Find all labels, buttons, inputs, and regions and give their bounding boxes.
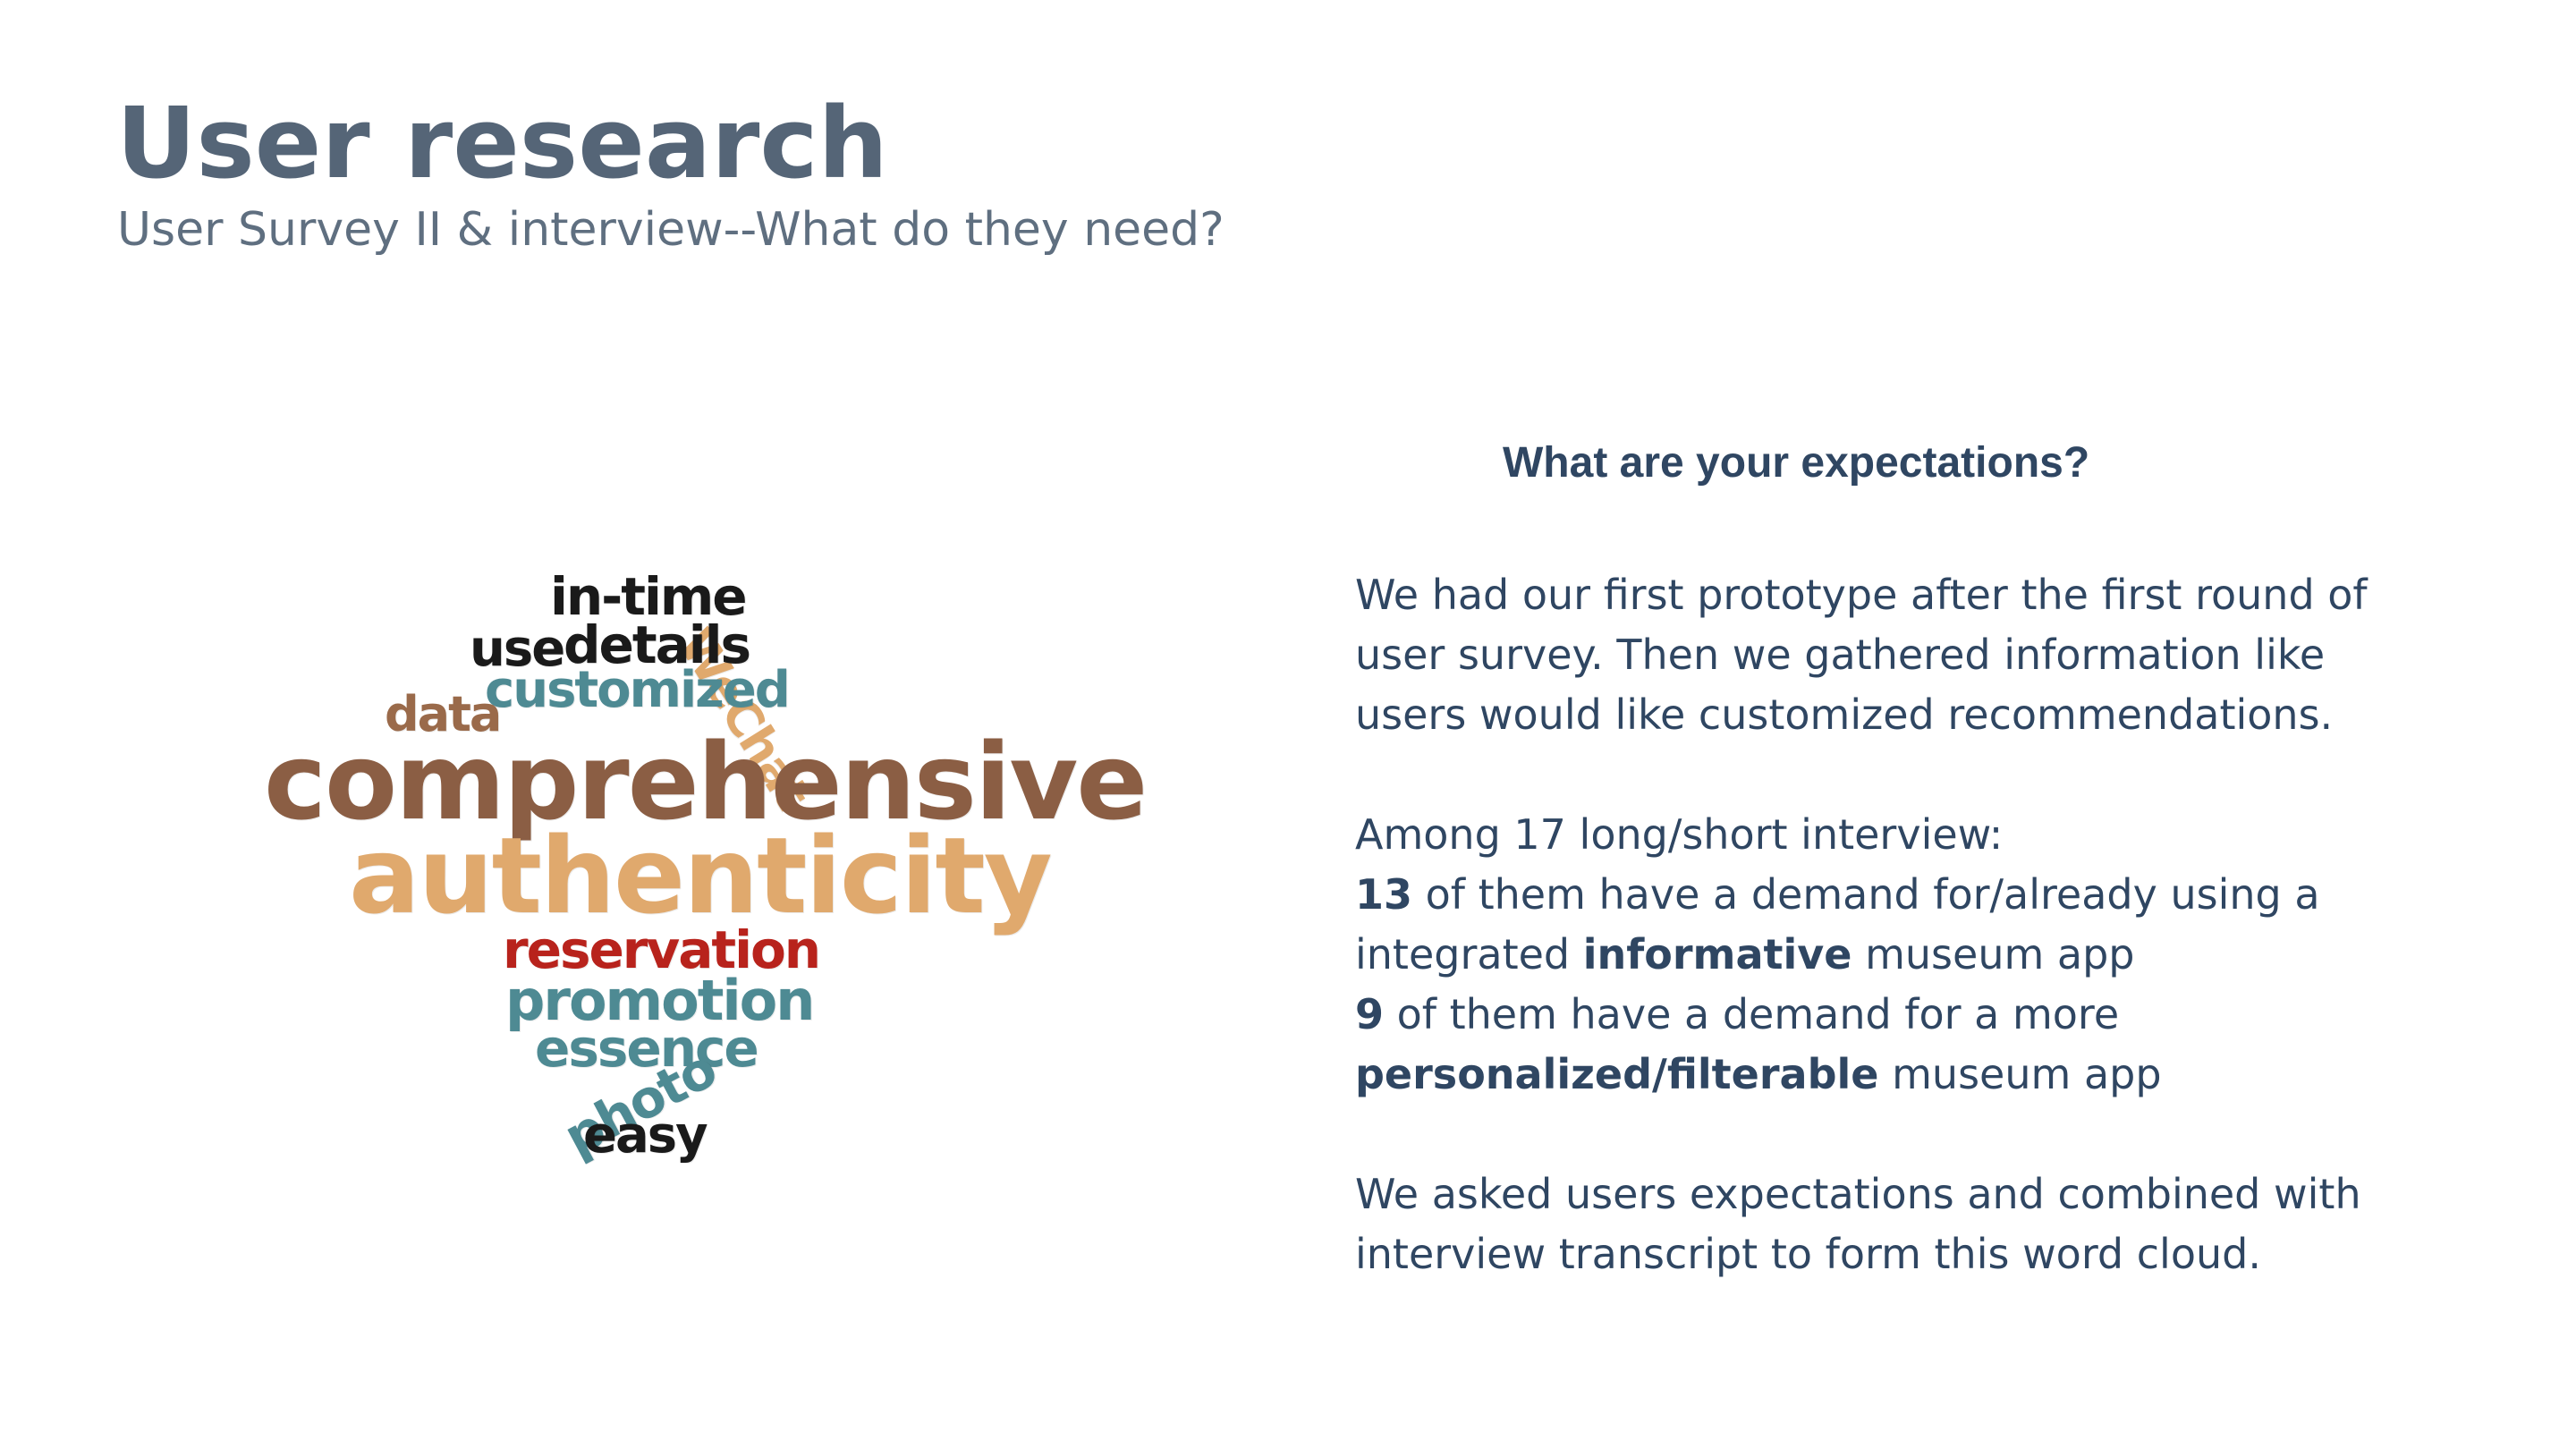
word-in-time: in-time bbox=[550, 566, 748, 627]
word-use: use bbox=[470, 620, 565, 678]
paragraph-prototype: We had our first prototype after the fir… bbox=[1355, 565, 2428, 745]
stat-line: integrated informative museum app bbox=[1355, 925, 2428, 985]
stat-text: of them have a demand for/already using … bbox=[1412, 870, 2320, 919]
stat-number: 13 bbox=[1355, 870, 1413, 919]
word-essence: essence bbox=[535, 1018, 759, 1079]
page-title: User research bbox=[116, 86, 888, 200]
stat-line: 13 of them have a demand for/already usi… bbox=[1355, 865, 2428, 925]
word-easy: easy bbox=[583, 1106, 708, 1165]
body-text: We had our first prototype after the fir… bbox=[1355, 565, 2428, 1284]
stat-number: 9 bbox=[1355, 990, 1385, 1038]
stat-emphasis: personalized/filterable bbox=[1355, 1050, 1879, 1098]
text-line: Among 17 long/short interview: bbox=[1355, 810, 2004, 859]
word-comprehensive: comprehensive bbox=[264, 720, 1148, 843]
stat-line: personalized/filterable museum app bbox=[1355, 1045, 2428, 1105]
text-line: We asked users expectations and combined… bbox=[1355, 1170, 2361, 1218]
stat-text: museum app bbox=[1878, 1050, 2162, 1098]
word-data: data bbox=[385, 686, 502, 742]
word-authenticity: authenticity bbox=[349, 814, 1053, 937]
text-line: user survey. Then we gathered informatio… bbox=[1355, 631, 2326, 679]
text-line: We had our first prototype after the fir… bbox=[1355, 571, 2368, 619]
question-heading: What are your expectations? bbox=[1503, 439, 2090, 487]
text-line: users would like customized recommendati… bbox=[1355, 690, 2334, 739]
stat-line: 9 of them have a demand for a more bbox=[1355, 985, 2428, 1045]
stat-text: integrated bbox=[1355, 930, 1583, 978]
stat-text: of them have a demand for a more bbox=[1384, 990, 2120, 1038]
page-subtitle: User Survey II & interview--What do they… bbox=[117, 203, 1224, 257]
paragraph-word-cloud: We asked users expectations and combined… bbox=[1355, 1165, 2428, 1284]
word-customized: customized bbox=[485, 661, 791, 719]
text-line: interview transcript to form this word c… bbox=[1355, 1230, 2261, 1278]
word-details: details bbox=[564, 614, 751, 675]
word-cloud: in-time WeChat use details customized da… bbox=[250, 537, 1148, 1181]
stat-text: museum app bbox=[1852, 930, 2135, 978]
stat-emphasis: informative bbox=[1582, 930, 1852, 978]
word-promotion: promotion bbox=[505, 968, 815, 1033]
word-reservation: reservation bbox=[503, 919, 821, 980]
paragraph-interviews: Among 17 long/short interview: 13 of the… bbox=[1355, 805, 2428, 1105]
